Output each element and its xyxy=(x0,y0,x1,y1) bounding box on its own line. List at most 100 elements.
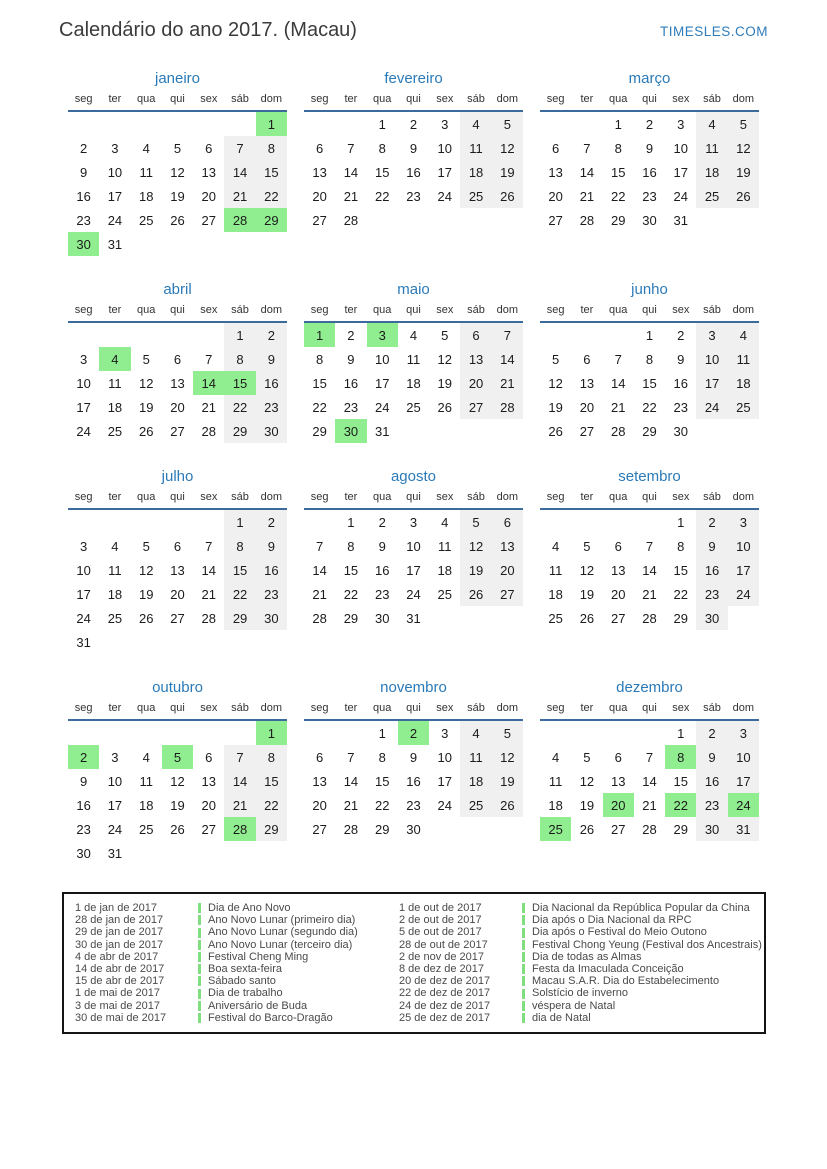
day-cell: 24 xyxy=(107,821,123,837)
day-cell: 13 xyxy=(170,562,185,578)
day-cell: 31 xyxy=(107,236,123,252)
empty-cell xyxy=(398,208,429,232)
day-cell: 13 xyxy=(170,375,185,391)
day-cell: 28 xyxy=(642,821,657,837)
weekday-header: qui xyxy=(161,93,194,112)
day-cell: 4 xyxy=(409,327,418,343)
site-link[interactable]: TIMESLES.COM xyxy=(659,24,768,39)
weekday-header: ter xyxy=(99,702,131,721)
empty-cell xyxy=(224,111,255,136)
legend-holiday-name: Dia após o Dia Nacional da RPC xyxy=(532,914,692,927)
day-cell: 15 xyxy=(642,375,657,391)
legend-holiday-name: Dia de todas as Almas xyxy=(532,950,642,963)
day-cell: 1 xyxy=(614,116,622,132)
day-cell: 10 xyxy=(727,534,759,558)
day-cell: 28 xyxy=(224,817,256,841)
day-cell: 14 xyxy=(343,773,359,789)
day-cell: 22 xyxy=(374,797,390,813)
day-cell: 28 xyxy=(579,212,595,228)
day-cell: 25 xyxy=(696,184,728,208)
day-cell: 6 xyxy=(173,351,182,367)
day-cell: 10 xyxy=(673,140,688,156)
day-cell: 24 xyxy=(727,582,759,606)
empty-cell xyxy=(492,606,523,630)
day-cell: 30 xyxy=(673,423,688,439)
week-row: 24 25 26 27 28 29 30 xyxy=(68,606,287,630)
day-cell: 3 xyxy=(677,116,685,132)
day-cell: 29 xyxy=(224,419,256,443)
day-cell: 11 xyxy=(108,375,122,391)
day-cell: 24 xyxy=(76,423,91,439)
weekday-header: qua xyxy=(130,702,162,721)
week-row: 4 5 6 7 8 9 10 xyxy=(540,745,759,769)
legend-date: 22 de dez de 2017 xyxy=(399,987,491,1000)
day-cell: 8 xyxy=(677,538,685,554)
weekday-header: qua xyxy=(602,702,634,721)
weekday-header: sex xyxy=(665,702,697,721)
day-cell: 24 xyxy=(406,586,421,602)
day-cell: 13 xyxy=(548,164,563,180)
weekday-header: sex xyxy=(193,491,225,510)
day-cell: 15 xyxy=(374,773,390,789)
legend-column: 1 de jan de 2017 Dia de Ano Novo 28 de jan… xyxy=(75,902,399,1024)
empty-cell xyxy=(99,630,130,654)
weekday-header: qua xyxy=(366,702,398,721)
legend-holiday-name: Dia após o Festival do Meio Outono xyxy=(532,926,707,939)
day-cell: 21 xyxy=(610,399,626,415)
day-cell: 22 xyxy=(673,586,688,602)
day-cell: 25 xyxy=(107,610,123,626)
day-cell: 19 xyxy=(138,586,154,602)
week-row: 13 14 15 16 17 18 19 xyxy=(304,769,523,793)
day-cell: 30 xyxy=(374,610,390,626)
legend-date: 30 de jan de 2017 xyxy=(75,938,164,951)
empty-cell xyxy=(224,630,255,654)
legend-name: Ano Novo Lunar (terceiro dia) xyxy=(198,939,352,951)
month-dezembro: dezembro seg ter qua qui sex sáb dom 1 2 3 4 5 6 7 8 9 10… xyxy=(540,679,759,841)
day-cell: 6 xyxy=(316,749,324,765)
day-cell: 16 xyxy=(76,797,91,813)
day-cell: 21 xyxy=(491,371,523,395)
legend-name: Festival Cheng Ming xyxy=(198,951,308,963)
day-cell: 19 xyxy=(460,558,492,582)
weekday-header: qui xyxy=(633,304,666,323)
day-cell: 26 xyxy=(579,821,595,837)
month-title: abril xyxy=(163,281,192,298)
week-row: 1 xyxy=(68,111,287,136)
day-cell: 13 xyxy=(579,375,595,391)
day-cell: 2 xyxy=(696,720,728,745)
day-cell: 29 xyxy=(374,821,390,837)
weekday-header: sex xyxy=(665,304,697,323)
day-cell: 13 xyxy=(201,773,216,789)
empty-cell xyxy=(429,419,460,443)
legend-name: Ano Novo Lunar (segundo dia) xyxy=(198,926,358,938)
day-cell: 20 xyxy=(602,793,634,817)
day-cell: 3 xyxy=(111,749,119,765)
holiday-marker-icon xyxy=(198,964,201,975)
day-cell: 28 xyxy=(610,423,626,439)
legend-date: 29 de jan de 2017 xyxy=(75,926,164,939)
empty-cell xyxy=(131,841,162,865)
weekday-header: seg xyxy=(304,491,336,510)
day-cell: 28 xyxy=(312,610,327,626)
day-cell: 25 xyxy=(138,821,154,837)
weekday-header: seg xyxy=(68,93,100,112)
day-cell: 24 xyxy=(437,188,452,204)
day-cell: 28 xyxy=(224,208,256,232)
day-cell: 10 xyxy=(696,347,728,371)
day-cell: 12 xyxy=(548,375,563,391)
month-title: janeiro xyxy=(154,70,201,87)
week-row: 13 14 15 16 17 18 19 xyxy=(540,160,759,184)
day-cell: 27 xyxy=(610,821,626,837)
day-cell: 3 xyxy=(111,140,119,156)
legend-name: Dia de Ano Novo xyxy=(198,902,291,914)
empty-cell xyxy=(193,720,224,745)
day-cell: 17 xyxy=(696,371,728,395)
empty-cell xyxy=(99,509,130,534)
day-cell: 11 xyxy=(438,538,452,554)
weekday-header-row: seg ter qua qui sex sáb dom xyxy=(68,702,287,721)
day-cell: 16 xyxy=(374,562,390,578)
day-cell: 7 xyxy=(205,351,213,367)
